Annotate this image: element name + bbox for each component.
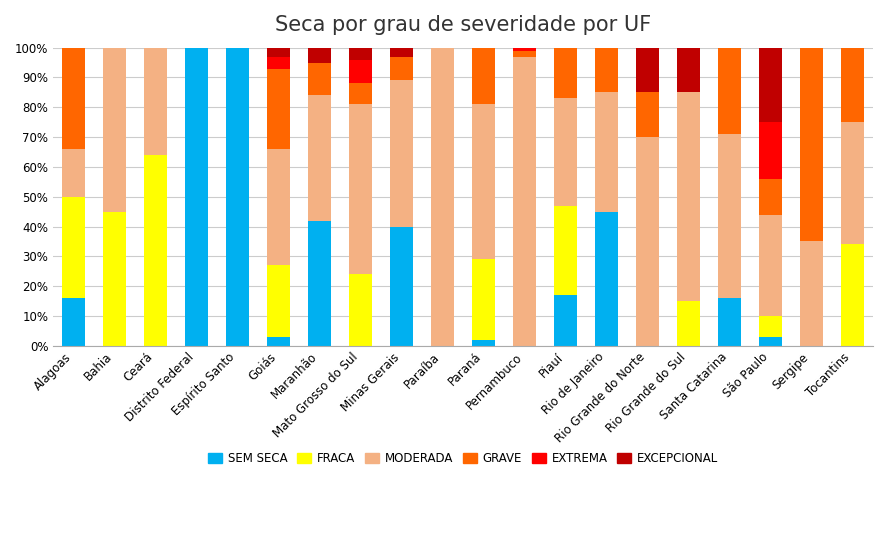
Bar [554,48,577,98]
Bar [513,56,535,346]
Bar [472,105,495,259]
Bar [718,134,741,298]
Bar [718,298,741,346]
Bar [595,212,618,346]
Bar [759,122,781,179]
Bar [186,48,208,346]
Bar [267,48,290,56]
Bar [267,69,290,149]
Bar [349,274,372,346]
Bar [841,244,864,346]
Bar [554,98,577,206]
Bar [267,265,290,337]
Bar [554,295,577,346]
Bar [800,48,823,242]
Bar [759,337,781,346]
Bar [62,298,85,346]
Bar [759,48,781,122]
Bar [349,48,372,60]
Bar [472,340,495,346]
Bar [595,48,618,92]
Bar [103,48,126,212]
Bar [800,242,823,346]
Bar [267,56,290,69]
Bar [759,316,781,337]
Bar [145,48,167,155]
Bar [637,137,659,346]
Bar [472,48,495,105]
Bar [678,301,700,346]
Title: Seca por grau de severidade por UF: Seca por grau de severidade por UF [275,15,651,35]
Bar [472,259,495,340]
Bar [308,95,331,221]
Bar [759,179,781,215]
Bar [308,62,331,95]
Bar [841,48,864,122]
Bar [637,92,659,137]
Bar [391,56,413,80]
Bar [554,206,577,295]
Bar [718,48,741,134]
Bar [145,155,167,346]
Bar [513,51,535,56]
Bar [62,48,85,149]
Bar [62,149,85,197]
Legend: SEM SECA, FRACA, MODERADA, GRAVE, EXTREMA, EXCEPCIONAL: SEM SECA, FRACA, MODERADA, GRAVE, EXTREM… [203,447,723,469]
Bar [267,337,290,346]
Bar [308,48,331,62]
Bar [637,48,659,92]
Bar [349,84,372,105]
Bar [678,92,700,301]
Bar [62,197,85,298]
Bar [103,212,126,346]
Bar [391,80,413,227]
Bar [349,60,372,84]
Bar [308,221,331,346]
Bar [841,122,864,244]
Bar [391,227,413,346]
Bar [226,48,249,346]
Bar [595,92,618,212]
Bar [759,215,781,316]
Bar [267,149,290,265]
Bar [678,48,700,92]
Bar [391,48,413,56]
Bar [513,48,535,51]
Bar [432,48,454,346]
Bar [349,105,372,274]
